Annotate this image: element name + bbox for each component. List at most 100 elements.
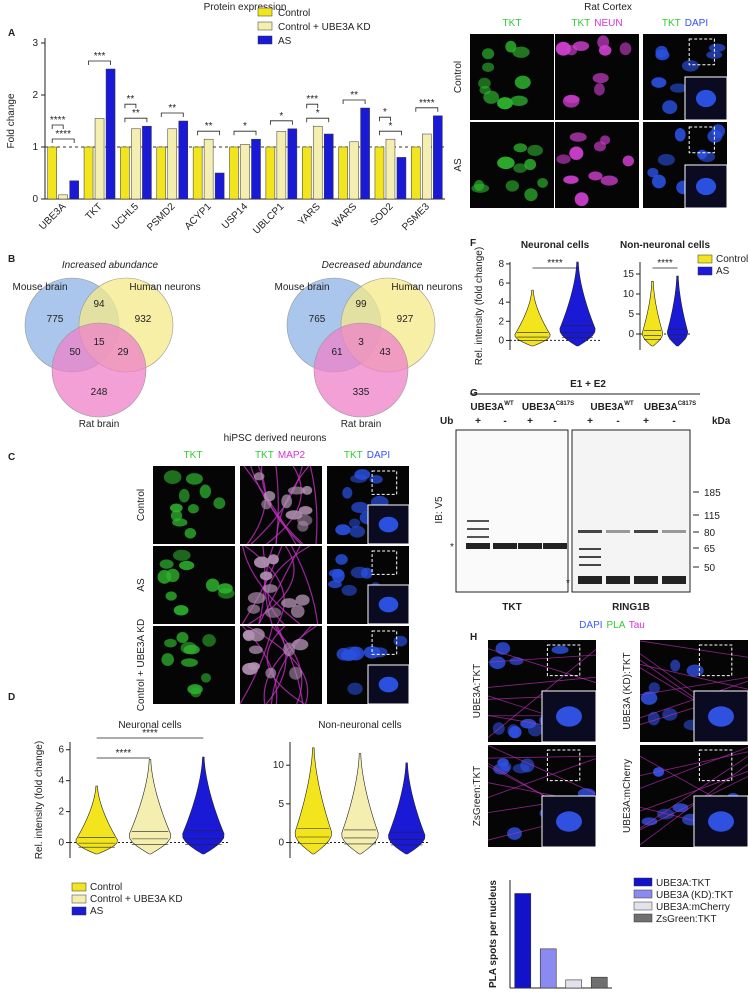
marker-label: 115 xyxy=(704,511,720,522)
nucleus xyxy=(481,48,495,60)
significance-label: **** xyxy=(547,258,563,269)
inset xyxy=(367,504,410,545)
nucleus xyxy=(163,470,182,485)
fiber xyxy=(266,625,305,705)
y-tick-label: 5 xyxy=(628,309,634,320)
fiber xyxy=(487,744,597,795)
legend-swatch xyxy=(633,877,653,887)
micrograph-content xyxy=(163,470,226,539)
nucleus xyxy=(202,634,216,647)
violin xyxy=(182,756,225,855)
inset-nucleus xyxy=(556,811,582,832)
nucleus xyxy=(648,682,660,694)
nucleus xyxy=(594,83,605,96)
nucleus xyxy=(662,100,678,115)
venn-count: 94 xyxy=(93,299,105,310)
nucleus xyxy=(565,45,578,56)
lane-header: UBE3AC817S xyxy=(644,401,696,413)
legend-swatch xyxy=(633,889,653,899)
zoom-box xyxy=(371,550,398,575)
kda-label: kDa xyxy=(712,416,731,427)
nucleus xyxy=(170,509,183,522)
nucleus xyxy=(670,659,681,672)
fiber xyxy=(242,545,301,625)
y-axis-label: PLA spots per nucleus xyxy=(488,880,499,988)
y-tick-label: 10 xyxy=(273,760,285,771)
fiber xyxy=(639,746,748,789)
significance-bracket xyxy=(269,120,293,125)
nucleus xyxy=(524,158,537,171)
bar xyxy=(301,146,312,200)
nucleus xyxy=(505,180,520,192)
nucleus xyxy=(165,591,177,601)
band xyxy=(543,543,567,549)
significance-bracket xyxy=(51,138,75,143)
nucleus xyxy=(537,177,548,188)
significance-bracket xyxy=(415,107,439,112)
nucleus xyxy=(350,566,369,579)
nucleus xyxy=(281,494,293,509)
bar xyxy=(83,146,94,200)
nucleus xyxy=(164,638,177,648)
ub-label: Ub xyxy=(440,416,453,427)
row-label: Control xyxy=(136,489,147,521)
micrograph-content xyxy=(157,549,235,616)
nucleus xyxy=(711,124,726,138)
band xyxy=(634,530,658,533)
nucleus xyxy=(672,803,689,813)
legend-swatch xyxy=(697,254,713,264)
nucleus xyxy=(572,41,590,51)
zoom-box xyxy=(698,749,733,782)
bar xyxy=(131,128,141,200)
bar xyxy=(265,146,276,200)
panel-letter: D xyxy=(8,692,15,703)
significance-bracket xyxy=(124,103,137,109)
lane-name: UBE3A xyxy=(470,402,504,413)
band xyxy=(578,530,602,533)
column-header-part: NEUN xyxy=(594,18,622,29)
x-tick-label: PSME3 xyxy=(400,201,432,233)
nucleus xyxy=(473,180,485,191)
significance-label: **** xyxy=(116,748,132,759)
column-header: TKT DAPI xyxy=(344,450,390,461)
legend-swatch xyxy=(71,894,87,904)
significance-label: *** xyxy=(94,51,106,62)
fiber xyxy=(244,545,285,625)
fiber xyxy=(487,758,597,798)
nucleus xyxy=(482,62,495,72)
nucleus xyxy=(297,520,309,532)
nucleus xyxy=(200,673,212,683)
venn-circle xyxy=(51,322,147,418)
band xyxy=(467,520,489,522)
nucleus xyxy=(508,726,522,739)
nucleus xyxy=(600,175,618,186)
nucleus xyxy=(350,474,368,484)
panel-letter: C xyxy=(8,452,15,463)
y-axis-label: Rel. intensity (fold change) xyxy=(34,741,45,859)
inset-nucleus xyxy=(708,706,734,727)
column-header-part: MAP2 xyxy=(278,450,306,461)
nucleus xyxy=(564,95,580,104)
lane-name: UBE3A xyxy=(644,402,678,413)
fiber xyxy=(239,625,274,705)
nucleus xyxy=(669,83,687,93)
nucleus xyxy=(524,188,538,202)
lane-header: UBE3AWT xyxy=(590,401,634,413)
nucleus xyxy=(349,525,366,538)
legend-label: AS xyxy=(90,906,104,917)
violin xyxy=(128,759,172,855)
fiber xyxy=(271,625,303,705)
y-tick-label: 4 xyxy=(58,776,64,787)
violin xyxy=(559,261,596,347)
bar xyxy=(240,144,250,200)
nucleus xyxy=(513,143,528,153)
y-axis-label: Fold change xyxy=(6,93,17,148)
venn-count: 248 xyxy=(91,387,108,398)
nucleus xyxy=(556,154,571,164)
zoom-box xyxy=(688,126,715,154)
nucleus xyxy=(569,132,587,142)
venn-count: 29 xyxy=(117,347,129,358)
bar xyxy=(47,146,57,200)
nucleus xyxy=(697,149,708,160)
bar xyxy=(214,172,225,200)
